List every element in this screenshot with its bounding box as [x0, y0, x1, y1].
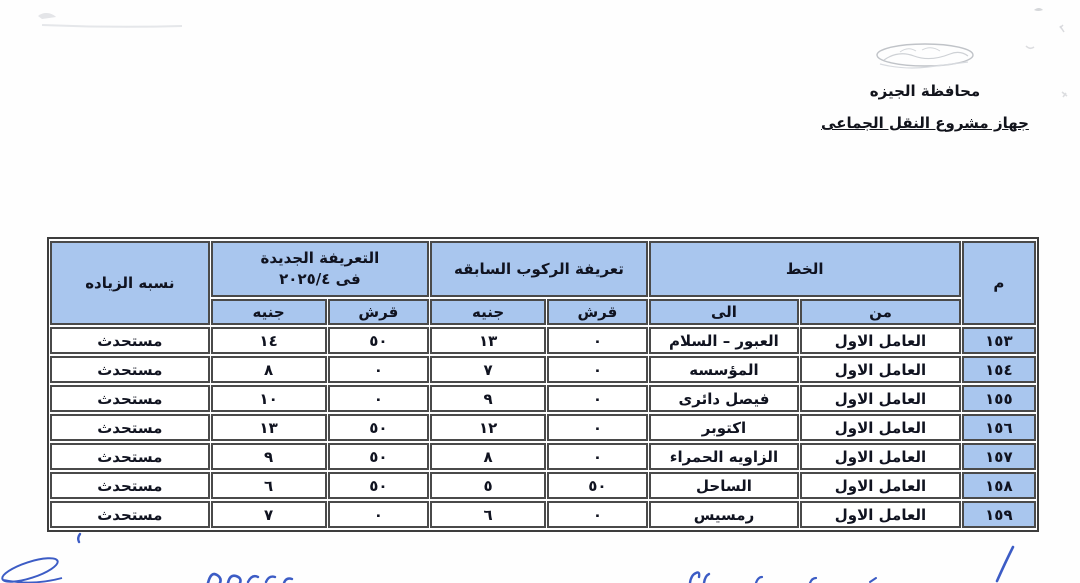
cell-new-pounds: ٨ — [210, 356, 327, 383]
col-header-increase: نسبه الزياده — [50, 241, 210, 325]
cell-prev-pounds: ٧ — [430, 356, 547, 383]
cell-to: رمسيس — [648, 501, 800, 528]
col-header-prev-group: تعريفة الركوب السابقه — [430, 241, 648, 297]
col-header-line-group: الخط — [648, 241, 961, 297]
cell-from: العامل الاول — [800, 414, 961, 441]
cell-new-piasters: ٠ — [327, 356, 430, 383]
table-row: ١٥٣ العامل الاول العبور – السلام ٠ ١٣ ٥٠… — [50, 327, 1036, 354]
table-row: ١٥٥ العامل الاول فيصل دائرى ٠ ٩ ٠ ١٠ مست… — [50, 385, 1036, 412]
cell-to: الزاويه الحمراء — [648, 443, 800, 470]
scan-smudge-top-left — [38, 13, 183, 28]
governorate-logo-icon — [876, 43, 974, 69]
cell-prev-piasters: ٠ — [547, 443, 648, 470]
handwriting-stroke-far-right — [995, 545, 1015, 583]
col-header-new-group: التعريفة الجديدة فى ٢٠٢٥/٤ — [210, 241, 430, 297]
cell-prev-piasters: ٠ — [547, 414, 648, 441]
cell-new-pounds: ٩ — [210, 443, 327, 470]
cell-new-pounds: ١٣ — [210, 414, 327, 441]
cell-increase: مستحدث — [50, 327, 210, 354]
cell-increase: مستحدث — [50, 501, 210, 528]
col-header-index: م — [961, 241, 1036, 325]
new-tariff-title-line1: التعريفة الجديدة — [260, 249, 380, 267]
handwriting-fragment-right — [688, 571, 877, 583]
table-row: ١٥٩ العامل الاول رمسيس ٠ ٦ ٠ ٧ مستحدث — [50, 501, 1036, 528]
cell-new-pounds: ١٠ — [210, 385, 327, 412]
cell-increase: مستحدث — [50, 356, 210, 383]
header-sub-row: من الى قرش جنيه قرش جنيه — [50, 299, 1036, 325]
cell-index: ١٥٣ — [961, 327, 1036, 354]
cell-prev-pounds: ٥ — [430, 472, 547, 499]
letterhead: محافظة الجيزه جهاز مشروع النقل الجماعى — [810, 40, 1040, 132]
table-row: ١٥٨ العامل الاول الساحل ٥٠ ٥ ٥٠ ٦ مستحدث — [50, 472, 1036, 499]
org-name: محافظة الجيزه — [869, 82, 981, 100]
cell-prev-piasters: ٥٠ — [547, 472, 648, 499]
cell-from: العامل الاول — [800, 385, 961, 412]
cell-prev-pounds: ١٣ — [430, 327, 547, 354]
cell-increase: مستحدث — [50, 385, 210, 412]
cell-index: ١٥٩ — [961, 501, 1036, 528]
table-row: ١٥٦ العامل الاول اكتوبر ٠ ١٢ ٥٠ ١٣ مستحد… — [50, 414, 1036, 441]
cell-new-pounds: ٦ — [210, 472, 327, 499]
col-header-new-pounds: جنيه — [210, 299, 327, 325]
cell-prev-piasters: ٠ — [547, 385, 648, 412]
cell-index: ١٥٨ — [961, 472, 1036, 499]
handwriting-scribble-bottom-left — [1, 532, 82, 583]
col-header-prev-piasters: قرش — [547, 299, 648, 325]
handwriting-fragment-center — [206, 572, 294, 583]
cell-prev-pounds: ١٢ — [430, 414, 547, 441]
fare-table-container: م الخط تعريفة الركوب السابقه التعريفة ال… — [47, 237, 1039, 532]
cell-to: الساحل — [648, 472, 800, 499]
cell-prev-piasters: ٠ — [547, 327, 648, 354]
cell-index: ١٥٦ — [961, 414, 1036, 441]
cell-to: فيصل دائرى — [648, 385, 800, 412]
cell-index: ١٥٧ — [961, 443, 1036, 470]
col-header-prev-pounds: جنيه — [430, 299, 547, 325]
cell-to: اكتوبر — [648, 414, 800, 441]
cell-from: العامل الاول — [800, 501, 961, 528]
cell-to: العبور – السلام — [648, 327, 800, 354]
dept-name: جهاز مشروع النقل الجماعى — [821, 114, 1029, 132]
cell-new-piasters: ٠ — [327, 501, 430, 528]
cell-new-piasters: ٥٠ — [327, 472, 430, 499]
cell-new-piasters: ٥٠ — [327, 443, 430, 470]
table-row: ١٥٤ العامل الاول المؤسسه ٠ ٧ ٠ ٨ مستحدث — [50, 356, 1036, 383]
cell-increase: مستحدث — [50, 443, 210, 470]
cell-index: ١٥٥ — [961, 385, 1036, 412]
cell-from: العامل الاول — [800, 327, 961, 354]
cell-prev-piasters: ٠ — [547, 356, 648, 383]
fare-table: م الخط تعريفة الركوب السابقه التعريفة ال… — [47, 237, 1039, 532]
cell-increase: مستحدث — [50, 472, 210, 499]
cell-prev-pounds: ٨ — [430, 443, 547, 470]
cell-new-piasters: ٥٠ — [327, 414, 430, 441]
cell-prev-pounds: ٦ — [430, 501, 547, 528]
table-row: ١٥٧ العامل الاول الزاويه الحمراء ٠ ٨ ٥٠ … — [50, 443, 1036, 470]
cell-new-pounds: ٧ — [210, 501, 327, 528]
cell-increase: مستحدث — [50, 414, 210, 441]
cell-from: العامل الاول — [800, 443, 961, 470]
cell-from: العامل الاول — [800, 356, 961, 383]
cell-from: العامل الاول — [800, 472, 961, 499]
header-group-row: م الخط تعريفة الركوب السابقه التعريفة ال… — [50, 241, 1036, 325]
cell-prev-pounds: ٩ — [430, 385, 547, 412]
col-header-to: الى — [648, 299, 800, 325]
col-header-new-piasters: قرش — [327, 299, 430, 325]
cell-new-pounds: ١٤ — [210, 327, 327, 354]
cell-prev-piasters: ٠ — [547, 501, 648, 528]
cell-new-piasters: ٥٠ — [327, 327, 430, 354]
new-tariff-title-line2: فى ٢٠٢٥/٤ — [279, 270, 361, 288]
col-header-from: من — [800, 299, 961, 325]
cell-index: ١٥٤ — [961, 356, 1036, 383]
cell-new-piasters: ٠ — [327, 385, 430, 412]
cell-to: المؤسسه — [648, 356, 800, 383]
